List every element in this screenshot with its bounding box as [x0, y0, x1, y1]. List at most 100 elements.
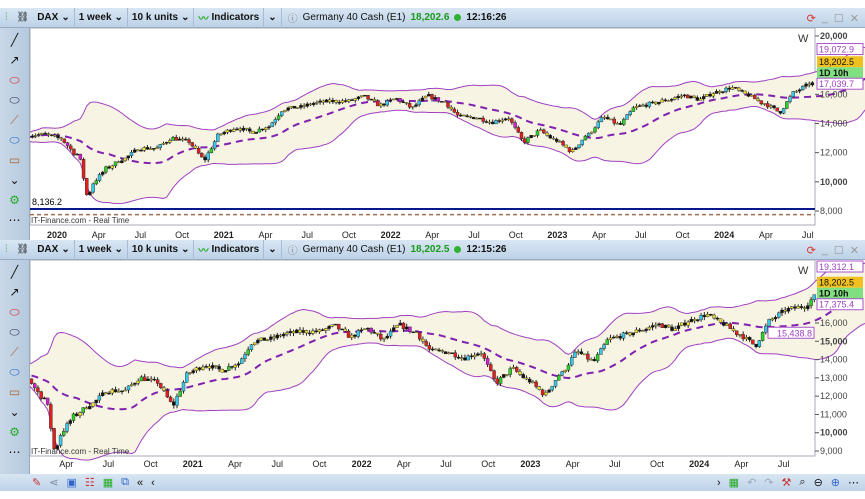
candle: [609, 118, 613, 121]
line-tool-icon[interactable]: ╱: [10, 265, 19, 279]
report-icon[interactable]: ☷: [84, 477, 95, 489]
undo-icon[interactable]: ↶: [747, 477, 757, 489]
symbol-dropdown[interactable]: DAX ⌄: [33, 7, 75, 28]
calendar-icon[interactable]: ▦: [728, 477, 740, 489]
tools-icon[interactable]: ⚙: [9, 193, 20, 207]
ellipse-red-tool-icon[interactable]: ⬭: [9, 305, 20, 319]
candle: [58, 435, 63, 446]
layout-icon[interactable]: ⧉: [121, 476, 129, 488]
period-dropdown[interactable]: 1 week ⌄: [75, 7, 128, 28]
ruler-tool-icon[interactable]: ▭: [8, 385, 21, 399]
candle: [518, 371, 522, 375]
info-icon[interactable]: ⓘ: [287, 14, 298, 25]
candle: [366, 95, 370, 100]
scroll-left-button[interactable]: ‹: [151, 476, 155, 489]
refresh-icon[interactable]: ⟳: [806, 244, 816, 257]
candle: [511, 367, 516, 369]
candles-icon[interactable]: ⫶: [5, 244, 8, 255]
indicators-dropdown[interactable]: ⌄: [264, 239, 282, 260]
instrument-info: ⓘ Germany 40 Cash (E1) 18,202.5 12:15:26: [282, 240, 511, 260]
ellipse-blue-tool-icon[interactable]: ⬭: [9, 365, 20, 379]
more-icon[interactable]: ⋯: [848, 477, 859, 489]
candle: [129, 152, 134, 156]
close-icon[interactable]: ✕: [849, 244, 859, 257]
expand-icon[interactable]: ⌄: [9, 405, 20, 419]
maximize-icon[interactable]: ☐: [833, 12, 844, 25]
ellipse-tool-icon[interactable]: ⬭: [9, 93, 20, 107]
candle: [453, 352, 457, 358]
candle: [434, 348, 438, 351]
price-chart[interactable]: IT-Finance.com - Real Time 16,000 14,000 13…: [30, 260, 865, 474]
collapse-icon[interactable]: «: [136, 476, 144, 489]
line-tool-icon[interactable]: ╱: [10, 33, 19, 47]
indicators-dropdown[interactable]: ⌄: [264, 7, 282, 28]
candle: [612, 336, 616, 339]
frequency-label: W: [798, 33, 809, 45]
link-icon[interactable]: ⛓: [16, 244, 30, 255]
minimize-icon[interactable]: _: [821, 244, 828, 256]
candle: [612, 118, 616, 124]
maximize-icon[interactable]: ☐: [833, 244, 844, 257]
candle: [765, 103, 770, 108]
quote-time: 12:15:26: [466, 244, 507, 255]
candle: [522, 138, 527, 143]
expand-icon[interactable]: ⌄: [9, 173, 20, 187]
chart-pane-bottom: ⫶ ⛓ DAX ⌄ 1 week ⌄ 10 k units ⌄ 〰 Indicators …: [0, 239, 865, 474]
candle: [647, 101, 652, 107]
candle: [557, 375, 561, 381]
indicators-button[interactable]: 〰 Indicators: [194, 7, 265, 28]
candle: [479, 353, 483, 355]
units-dropdown[interactable]: 10 k units ⌄: [128, 239, 195, 260]
redo-icon[interactable]: ↷: [764, 477, 774, 489]
chevron-down-icon: ⌄: [114, 244, 123, 255]
candle: [676, 325, 681, 329]
ellipse-blue-tool-icon[interactable]: ⬭: [9, 133, 20, 147]
scroll-right-button[interactable]: ›: [717, 476, 721, 489]
zoom-in-icon[interactable]: ⊕: [830, 477, 840, 489]
draw-icon[interactable]: ✎: [32, 477, 42, 489]
arrow-tool-icon[interactable]: ↗: [9, 53, 20, 67]
units-dropdown[interactable]: 10 k units ⌄: [128, 7, 195, 28]
more-icon[interactable]: ⋯: [8, 213, 21, 227]
indicators-button[interactable]: 〰 Indicators: [194, 239, 265, 260]
candles-icon[interactable]: ⫶: [5, 12, 8, 23]
brush-tool-icon[interactable]: ⟋: [10, 113, 19, 127]
brush-tool-icon[interactable]: ⟋: [10, 345, 19, 359]
arrow-tool-icon[interactable]: ↗: [9, 285, 20, 299]
candle: [727, 87, 731, 90]
tools-icon[interactable]: ⚙: [9, 425, 20, 439]
candle: [168, 140, 172, 143]
ruler-tool-icon[interactable]: ▭: [8, 153, 21, 167]
info-icon[interactable]: ⓘ: [287, 246, 298, 257]
candle: [446, 101, 450, 108]
frequency-label: W: [798, 265, 809, 277]
candle: [621, 332, 626, 339]
more-icon[interactable]: ⋯: [8, 445, 21, 459]
candle: [333, 323, 338, 326]
ellipse-tool-icon[interactable]: ⬭: [9, 325, 20, 339]
refresh-icon[interactable]: ⟳: [806, 12, 816, 25]
close-icon[interactable]: ✕: [849, 12, 859, 25]
tools-icon[interactable]: ⚒: [781, 477, 792, 489]
share-icon[interactable]: ⋖: [49, 477, 59, 489]
window-controls: ⟳ _ ☐ ✕: [807, 8, 865, 28]
candle: [773, 317, 778, 320]
symbol-dropdown[interactable]: DAX ⌄: [33, 239, 75, 260]
candle: [722, 322, 726, 326]
period-dropdown[interactable]: 1 week ⌄: [75, 239, 128, 260]
instrument-info: ⓘ Germany 40 Cash (E1) 18,202.6 12:16:26: [282, 8, 511, 28]
candle: [738, 334, 742, 336]
zoom-out-icon[interactable]: ⊖: [813, 477, 823, 489]
candle: [417, 100, 421, 106]
x-tick-label: Jul: [135, 230, 147, 240]
minimize-icon[interactable]: _: [821, 12, 828, 24]
candle: [78, 153, 83, 160]
candle: [288, 331, 292, 334]
zoom-fit-icon[interactable]: ⌕: [799, 476, 806, 488]
window-icon[interactable]: ▣: [66, 477, 77, 489]
price-chart[interactable]: 8,136.2 IT-Finance.com - Real Time 20,000 1…: [30, 28, 865, 240]
ellipse-red-tool-icon[interactable]: ⬭: [9, 73, 20, 87]
table-icon[interactable]: ▦: [102, 477, 114, 489]
candle: [689, 95, 693, 99]
link-icon[interactable]: ⛓: [16, 12, 30, 23]
